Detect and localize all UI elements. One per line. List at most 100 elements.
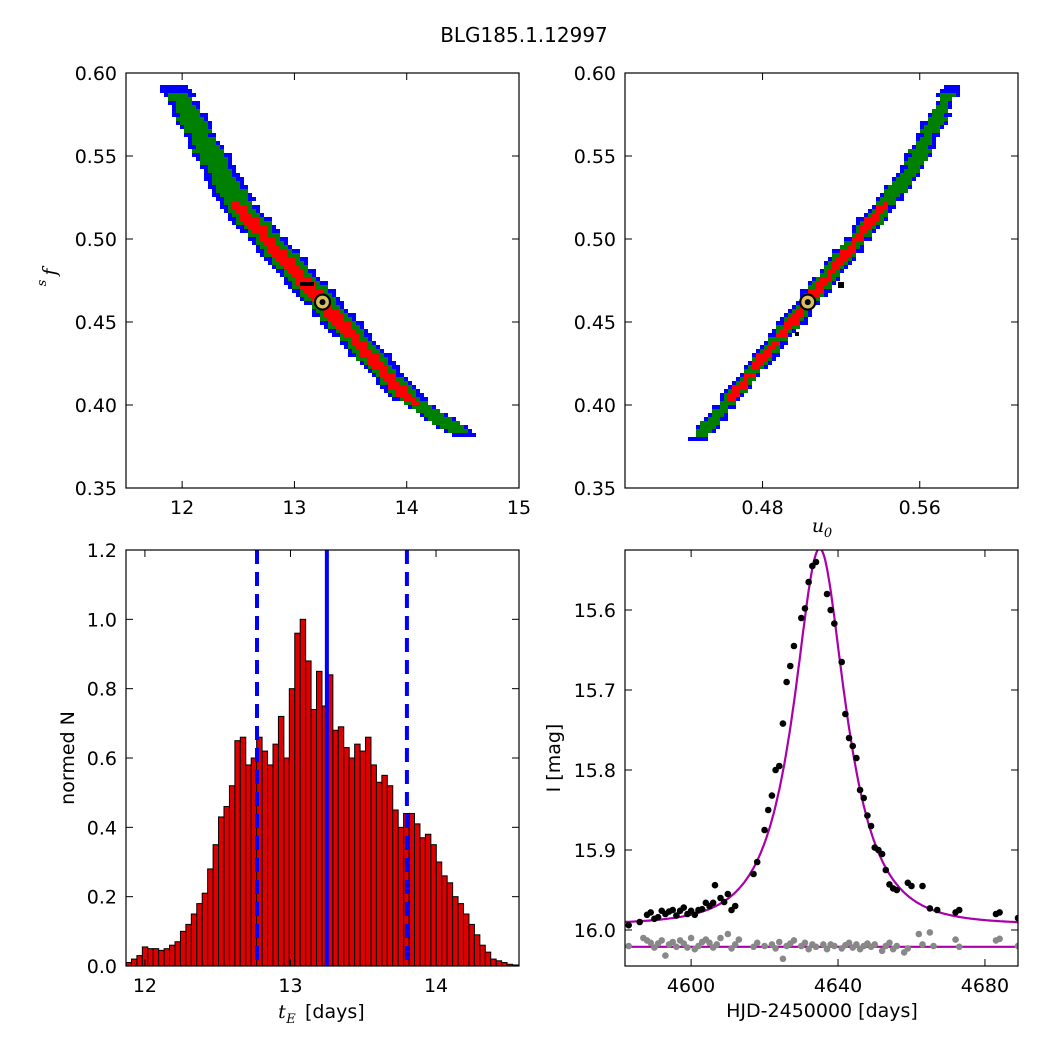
residual-point xyxy=(790,937,798,944)
heatmap1-y-tick-label: 0.40 xyxy=(75,395,117,417)
histogram-bar xyxy=(316,670,323,966)
histogram-y-tick-label: 0.8 xyxy=(87,679,117,701)
histogram-bar xyxy=(299,618,307,966)
heatmap2-x-tick-label: 0.48 xyxy=(741,497,783,519)
residual-point xyxy=(647,939,655,947)
sigma3-cell xyxy=(160,85,476,437)
lightcurve-ylabel: I [mag] xyxy=(543,724,565,793)
histogram-bar xyxy=(234,740,241,966)
residual-point xyxy=(805,945,812,953)
histogram-bar xyxy=(190,913,198,966)
histogram-bar xyxy=(430,844,437,966)
data-point xyxy=(864,812,871,819)
heatmap1-x-tick-label: 14 xyxy=(395,497,419,519)
histogram-bar xyxy=(337,726,345,966)
histogram-bar xyxy=(397,826,405,966)
histogram-bar xyxy=(283,757,290,966)
data-point xyxy=(856,786,864,794)
histogram-bar xyxy=(392,809,399,966)
histogram-bar xyxy=(136,955,143,966)
histogram-bar xyxy=(452,896,459,966)
residual-point xyxy=(662,952,669,959)
histogram-y-tick-label: 0.2 xyxy=(87,887,117,909)
histogram-bar xyxy=(261,750,269,966)
lightcurve-frame xyxy=(624,549,1019,967)
histogram-bar xyxy=(169,944,176,966)
histogram-bar xyxy=(490,958,497,966)
residual-point xyxy=(915,930,923,938)
data-point xyxy=(680,904,688,911)
data-point xyxy=(849,742,857,750)
residual-point xyxy=(930,942,937,950)
lightcurve-x-tick-label: 4640 xyxy=(814,975,862,997)
tE-fs-heatmap xyxy=(160,85,476,437)
data-point xyxy=(919,882,926,890)
data-point xyxy=(805,578,812,586)
histogram-bar xyxy=(348,757,356,966)
data-point xyxy=(779,720,787,727)
data-point xyxy=(673,912,680,919)
data-point xyxy=(750,870,757,878)
data-point xyxy=(882,866,890,874)
data-point xyxy=(698,905,706,913)
residual-point xyxy=(952,936,959,943)
data-point xyxy=(827,606,834,614)
histogram-x-tick-label: 12 xyxy=(133,975,157,997)
sigma2-cell xyxy=(696,93,956,437)
data-point xyxy=(831,620,838,627)
data-point xyxy=(783,678,790,686)
histogram-bar xyxy=(375,781,383,966)
data-point xyxy=(893,886,901,894)
histogram-bar xyxy=(179,930,187,966)
data-point xyxy=(926,905,934,912)
data-point xyxy=(908,882,915,890)
data-point xyxy=(838,658,846,666)
heatmap2-xlabel-subscript: 0 xyxy=(824,526,832,541)
histogram-xlabel-units: [days] xyxy=(305,1001,365,1023)
histogram-bar xyxy=(354,743,361,966)
lightcurve-y-tick-label: 16.0 xyxy=(574,920,616,942)
heatmap1-y-tick-label: 0.35 xyxy=(75,478,117,500)
residual-point xyxy=(1014,942,1018,950)
heatmap1-y-tick-label: 0.45 xyxy=(75,312,117,334)
residual-point xyxy=(820,941,827,948)
histogram-bar xyxy=(239,736,247,966)
data-point xyxy=(845,734,853,742)
heatmap1-y-tick-label: 0.50 xyxy=(75,229,117,251)
histogram-bar xyxy=(419,837,426,966)
histogram-x-tick-label: 14 xyxy=(424,975,448,997)
histogram-bar xyxy=(446,882,454,966)
data-point xyxy=(654,913,662,921)
figure-title: BLG185.1.12997 xyxy=(440,23,608,47)
residual-point xyxy=(878,947,886,955)
heatmap1-x-tick-label: 12 xyxy=(170,497,194,519)
data-point xyxy=(790,642,798,650)
residual-point xyxy=(706,939,713,947)
data-point xyxy=(842,710,849,718)
histogram-bar xyxy=(277,715,285,966)
residual-point xyxy=(823,945,831,953)
histogram-bar xyxy=(245,764,252,966)
lightcurve-y-tick-label: 15.7 xyxy=(574,680,616,702)
data-point xyxy=(955,906,963,914)
data-point xyxy=(724,890,732,898)
residual-point xyxy=(669,938,677,946)
histogram-bar xyxy=(212,844,220,966)
residual-point xyxy=(919,941,926,948)
histogram-bar xyxy=(484,951,492,966)
histogram-bar xyxy=(196,903,203,966)
data-point xyxy=(625,921,632,929)
histogram-bar xyxy=(370,764,377,966)
histogram-bar xyxy=(272,743,279,966)
histogram-y-tick-label: 0.0 xyxy=(87,956,117,978)
histogram-bar xyxy=(174,941,181,966)
histogram-y-tick-label: 0.6 xyxy=(87,748,117,770)
residual-point xyxy=(673,943,680,951)
histogram-bar xyxy=(365,736,372,966)
residual-point xyxy=(904,945,912,952)
histogram-bar xyxy=(294,632,301,966)
histogram-y-tick-label: 1.0 xyxy=(87,609,117,631)
histogram-bar xyxy=(207,868,214,966)
histogram-bar xyxy=(218,816,225,966)
residual-point xyxy=(886,939,893,947)
